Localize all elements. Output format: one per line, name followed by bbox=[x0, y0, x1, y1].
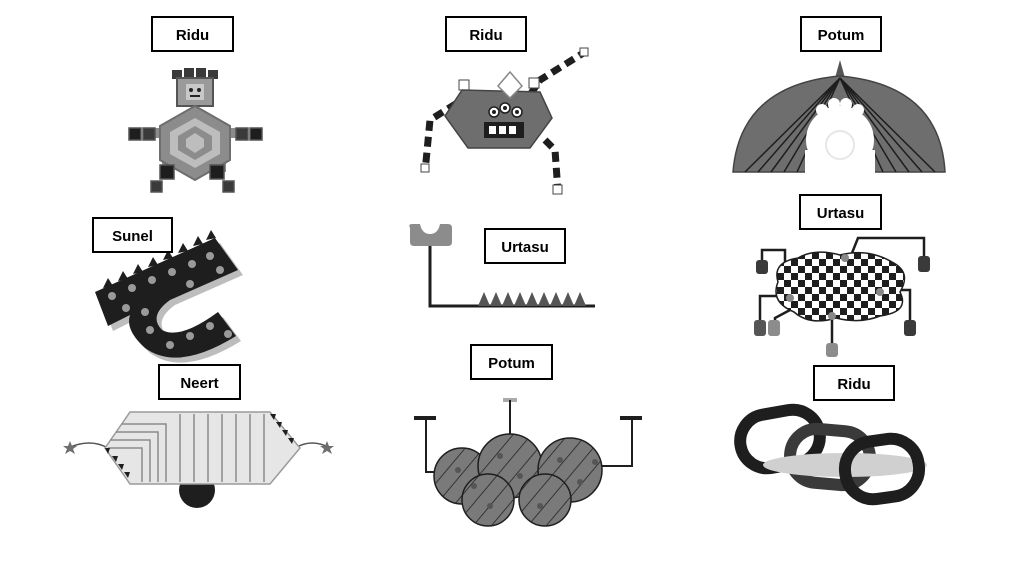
figure-potum-bubbles bbox=[414, 398, 642, 527]
figure-urtasu-checker bbox=[754, 236, 930, 357]
label-urtasu-2: Urtasu bbox=[799, 194, 882, 230]
label-neert: Neert bbox=[158, 364, 241, 400]
svg-text:Urtasu: Urtasu bbox=[501, 239, 549, 256]
label-potum-2: Potum bbox=[470, 344, 553, 380]
svg-text:Sunel: Sunel bbox=[112, 228, 153, 245]
label-ridu-3: Ridu bbox=[813, 365, 895, 401]
label-urtasu-1: Urtasu bbox=[484, 228, 566, 264]
figure-ridu-spider bbox=[420, 47, 589, 195]
label-ridu-1: Ridu bbox=[151, 16, 234, 52]
svg-text:Potum: Potum bbox=[488, 355, 535, 372]
figure-urtasu-rail bbox=[409, 224, 595, 308]
svg-text:Neert: Neert bbox=[180, 375, 218, 392]
svg-text:Ridu: Ridu bbox=[469, 27, 502, 44]
figure-sunel-hook bbox=[95, 230, 243, 363]
svg-text:Ridu: Ridu bbox=[176, 27, 209, 44]
label-ridu-2: Ridu bbox=[445, 16, 527, 52]
figure-ridu-chain bbox=[734, 403, 927, 506]
figure-neert-cart bbox=[63, 411, 334, 508]
svg-text:Potum: Potum bbox=[818, 27, 865, 44]
svg-text:Ridu: Ridu bbox=[837, 376, 870, 393]
figure-potum-dome bbox=[732, 60, 946, 178]
svg-text:Urtasu: Urtasu bbox=[817, 205, 865, 222]
label-potum-1: Potum bbox=[800, 16, 882, 52]
figure-ridu-robot bbox=[128, 68, 263, 193]
label-sunel: Sunel bbox=[92, 217, 173, 253]
